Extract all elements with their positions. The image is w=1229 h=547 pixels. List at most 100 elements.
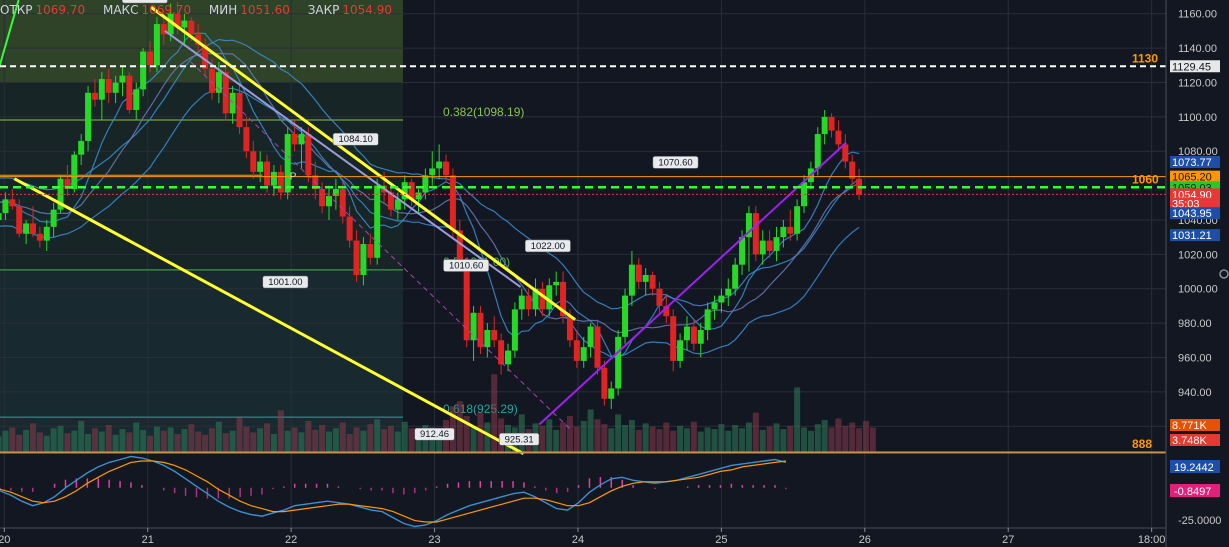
- volume-bar: [491, 374, 498, 452]
- open-label: ОТКР: [0, 3, 33, 17]
- volume-bar: [112, 434, 119, 452]
- osc-label-box: [1170, 484, 1220, 497]
- volume-bar: [71, 430, 78, 452]
- trendline[interactable]: [149, 5, 577, 321]
- trendline[interactable]: [13, 177, 525, 456]
- candle-body: [188, 20, 195, 35]
- candle-body: [401, 182, 408, 200]
- candle-body: [711, 302, 718, 310]
- candle-body: [773, 237, 780, 251]
- candle-body: [236, 92, 243, 128]
- annotation-label: 925.31: [505, 434, 534, 445]
- candle-body: [429, 168, 436, 176]
- volume-bar: [663, 422, 670, 452]
- candle-body: [71, 154, 78, 190]
- candle-body: [635, 264, 642, 282]
- low-value: 1051.60: [240, 3, 290, 17]
- volume-bar: [243, 426, 250, 452]
- price-label: 1031.21: [1172, 230, 1212, 242]
- price-label-box: [1170, 229, 1220, 242]
- close-value: 1054.90: [342, 3, 393, 17]
- volume-bar: [580, 420, 587, 452]
- volume-label-box: [1170, 419, 1220, 431]
- price-label: 1129.45: [1172, 61, 1211, 73]
- candle-body: [78, 140, 85, 155]
- level-label: 1060: [1132, 172, 1159, 186]
- volume-bar: [195, 431, 202, 452]
- volume-bar: [284, 430, 291, 452]
- candle-body: [573, 340, 580, 361]
- volume-bar: [360, 430, 367, 452]
- candle-body: [50, 209, 57, 227]
- volume-bar: [759, 429, 766, 452]
- candle-body: [690, 326, 697, 344]
- candle-body: [546, 285, 553, 310]
- candle-body: [85, 92, 92, 141]
- candle-body: [656, 288, 663, 306]
- volume-bar: [64, 433, 71, 452]
- candle-body: [849, 161, 856, 179]
- volume-bar: [236, 417, 243, 452]
- price-label-box: [1170, 188, 1220, 201]
- volume-bar: [387, 425, 394, 452]
- volume-bar: [2, 430, 9, 452]
- candle-body: [601, 367, 608, 399]
- candle-body: [608, 388, 615, 399]
- settings-gear-icon[interactable]: [1219, 269, 1229, 279]
- candle-body: [374, 185, 381, 258]
- candle-body: [615, 336, 622, 389]
- volume-bar: [394, 431, 401, 452]
- candle-body: [752, 213, 759, 255]
- candle-body: [160, 24, 167, 35]
- volume-bar: [332, 428, 339, 452]
- volume-bar: [615, 414, 622, 452]
- price-label: 1065.20: [1172, 172, 1212, 184]
- annotation-label: P: [290, 172, 297, 183]
- candle-body: [821, 116, 828, 135]
- candle-body: [9, 199, 16, 207]
- volume-bar: [339, 422, 346, 452]
- candle-body: [491, 329, 498, 341]
- candle-body: [346, 216, 353, 241]
- annotation-label: 912.46: [420, 429, 449, 440]
- candle-body: [16, 206, 23, 234]
- volume-bar: [821, 420, 828, 452]
- volume-bar: [745, 422, 752, 452]
- volume-bar: [36, 432, 43, 452]
- volume-bar: [539, 425, 546, 452]
- volume-bar: [587, 409, 594, 452]
- volume-bar: [622, 425, 629, 452]
- candle-body: [326, 195, 333, 207]
- volume-bar: [133, 422, 140, 452]
- volume-bar: [704, 427, 711, 452]
- candle-body: [367, 244, 374, 258]
- volume-bar: [566, 416, 573, 452]
- candle-body: [835, 130, 842, 145]
- volume-bar: [477, 412, 484, 452]
- annotation-box: [499, 433, 540, 446]
- price-tick-label: 1120.00: [1178, 77, 1217, 89]
- volume-bar: [222, 433, 229, 452]
- volume-bar: [814, 424, 821, 452]
- volume-bar: [683, 428, 690, 452]
- candle-body: [270, 171, 277, 186]
- osc-signal-label: 19.2442: [1174, 462, 1214, 474]
- candle-body: [195, 34, 202, 45]
- price-label: 1043.95: [1172, 208, 1212, 220]
- candle-body: [518, 295, 525, 310]
- volume-bar: [739, 428, 746, 452]
- volume-bar: [367, 424, 374, 452]
- volume-bar: [697, 431, 704, 452]
- candle-body: [787, 226, 794, 234]
- volume-bar: [305, 420, 312, 452]
- trendline[interactable]: [538, 141, 847, 426]
- candle-body: [828, 116, 835, 131]
- volume-bar: [670, 430, 677, 452]
- candle-body: [704, 309, 711, 330]
- volume-bar: [50, 428, 57, 452]
- trendline[interactable]: [0, 0, 20, 134]
- trendline[interactable]: [164, 30, 522, 288]
- candle-body: [291, 134, 298, 145]
- candle-body: [566, 316, 573, 341]
